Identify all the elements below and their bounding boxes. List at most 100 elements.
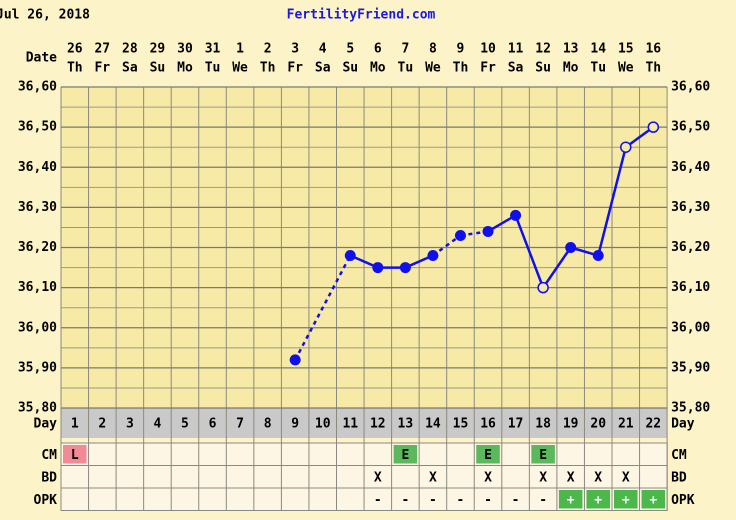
row-label: OPK <box>34 493 58 508</box>
temp-point <box>289 354 301 366</box>
y-tick-label: 36,20 <box>18 240 57 255</box>
cell-value: E <box>401 448 409 463</box>
weekday-label: Fr <box>94 61 110 76</box>
date-label: 1 <box>236 42 244 57</box>
date-label: 31 <box>205 42 221 57</box>
weekday-label: Su <box>342 61 358 76</box>
cell-bg <box>531 445 555 464</box>
row-label-right: CM <box>671 448 687 463</box>
cell-value: L <box>71 448 79 463</box>
date-label: Date <box>26 51 57 66</box>
weekday-label: Mo <box>177 61 193 76</box>
day-label: 12 <box>370 417 386 432</box>
date-label: 27 <box>94 42 110 57</box>
weekday-label: Mo <box>370 61 386 76</box>
cell-bg <box>393 445 418 464</box>
weekday-label: Fr <box>287 61 303 76</box>
date-label: 6 <box>374 42 382 57</box>
cell-value: X <box>374 470 382 485</box>
weekday-label: Mo <box>563 61 579 76</box>
date-label: 3 <box>291 42 299 57</box>
y-tick-label-right: 36,40 <box>671 160 710 175</box>
row-label-right: OPK <box>671 493 695 508</box>
temp-line <box>294 254 352 361</box>
weekday-label: We <box>618 61 634 76</box>
y-tick-label: 36,10 <box>18 280 57 295</box>
y-tick-label-right: 35,80 <box>671 401 710 416</box>
day-label: 18 <box>535 417 551 432</box>
y-tick-label-right: 36,10 <box>671 280 710 295</box>
y-tick-label-right: 36,20 <box>671 240 710 255</box>
y-tick-label: 36,60 <box>18 80 57 95</box>
site-name: FertilityFriend.com <box>287 8 436 23</box>
day-axis-label: Day <box>671 417 695 432</box>
cell-value: E <box>484 448 492 463</box>
date-label: 16 <box>645 42 661 57</box>
row-label-right: BD <box>671 470 687 485</box>
day-label: 21 <box>618 417 634 432</box>
y-tick-label: 36,40 <box>18 160 57 175</box>
y-tick-label-right: 35,90 <box>671 360 710 375</box>
weekday-label: Sa <box>508 61 524 76</box>
weekday-label: Th <box>453 61 469 76</box>
day-label: 16 <box>480 417 496 432</box>
day-label: 4 <box>154 417 162 432</box>
cell-bg <box>558 490 583 509</box>
day-label: 17 <box>508 417 524 432</box>
temp-point <box>537 281 549 294</box>
cell-value: X <box>622 470 630 485</box>
day-label: 3 <box>126 417 134 432</box>
date-label: 11 <box>508 42 524 57</box>
weekday-label: Th <box>67 61 83 76</box>
day-label: 11 <box>342 417 358 432</box>
date-label: 28 <box>122 42 138 57</box>
row-label: CM <box>41 448 57 463</box>
day-label: 13 <box>398 417 414 432</box>
cell-bg <box>614 490 638 509</box>
temp-line <box>597 146 627 256</box>
weekday-label: Th <box>260 61 276 76</box>
y-tick-label-right: 36,60 <box>671 80 710 95</box>
date-label: 12 <box>535 42 551 57</box>
weekday-label: Sa <box>122 61 138 76</box>
temp-line <box>432 234 462 257</box>
cell-value: - <box>512 493 520 508</box>
day-label: 6 <box>209 417 217 432</box>
temp-line <box>542 246 572 289</box>
date-label: 2 <box>264 42 272 57</box>
date-label: 10 <box>480 42 496 57</box>
cell-value: - <box>401 493 409 508</box>
y-tick-label: 35,90 <box>18 360 57 375</box>
chart-title: Jul 26, 2018 <box>0 8 90 23</box>
weekday-label: Sa <box>315 61 331 76</box>
weekday-label: Su <box>535 61 551 76</box>
temp-point <box>372 262 384 274</box>
temp-point <box>647 121 660 133</box>
cell-bg <box>586 490 610 509</box>
temp-point <box>427 250 439 262</box>
cell-value: + <box>649 493 657 508</box>
y-tick-label-right: 36,50 <box>671 120 710 135</box>
cell-value: + <box>622 493 630 508</box>
date-label: 8 <box>429 42 437 57</box>
date-label: 9 <box>457 42 465 57</box>
temp-line <box>514 214 545 289</box>
cell-bg <box>63 445 87 464</box>
y-tick-label: 36,00 <box>18 320 57 335</box>
date-label: 4 <box>319 42 327 57</box>
date-label: 13 <box>563 42 579 57</box>
cell-value: X <box>594 470 602 485</box>
weekday-label: Fr <box>480 61 496 76</box>
cell-bg <box>476 445 500 464</box>
y-tick-label: 36,50 <box>18 120 57 135</box>
day-label: 22 <box>645 417 661 432</box>
temp-point <box>344 250 356 262</box>
date-label: 14 <box>590 42 606 57</box>
day-label: 10 <box>315 417 331 432</box>
y-tick-label: 35,80 <box>18 401 57 416</box>
date-label: 7 <box>401 42 409 57</box>
cell-value: E <box>539 448 547 463</box>
day-label: 7 <box>236 417 244 432</box>
day-label: 14 <box>425 417 441 432</box>
